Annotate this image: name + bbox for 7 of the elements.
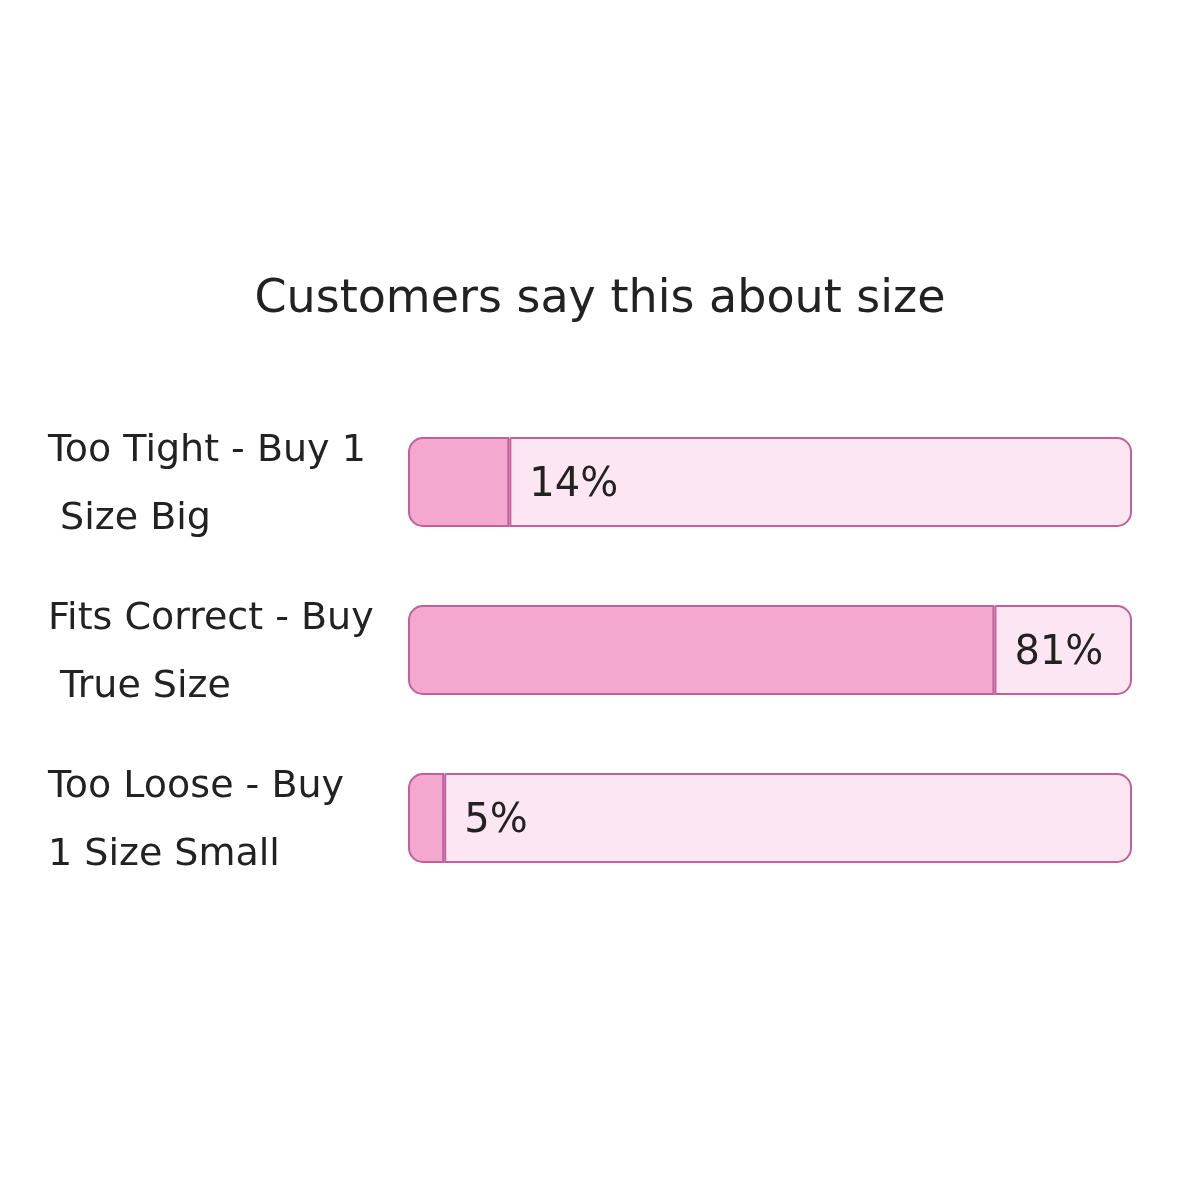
y-tick-label: Too Loose - Buy 1 Size Small xyxy=(47,762,357,874)
y-tick-label: Too Tight - Buy 1 Size Big xyxy=(47,426,366,538)
data-label: 5% xyxy=(464,795,528,841)
data-label: 14% xyxy=(529,459,619,505)
data-label: 81% xyxy=(1014,627,1104,673)
y-tick-label: Fits Correct - Buy True Size xyxy=(48,594,374,706)
chart-title: Customers say this about size xyxy=(254,269,946,323)
